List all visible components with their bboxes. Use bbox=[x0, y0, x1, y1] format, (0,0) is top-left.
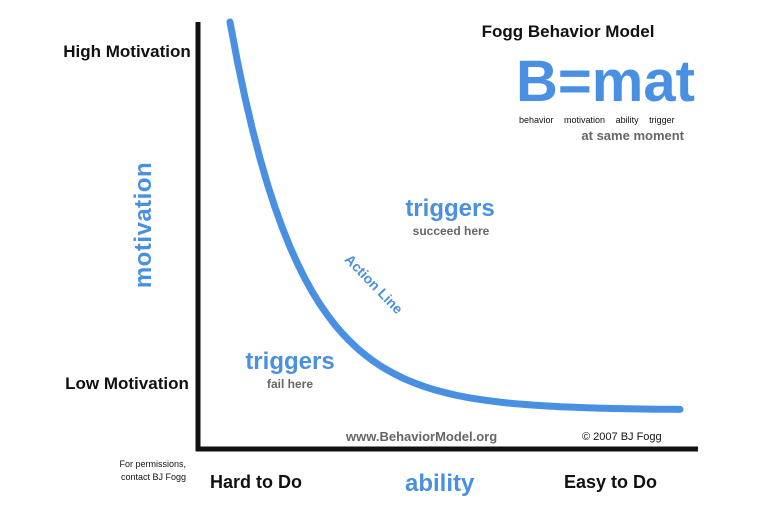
fail-region-sublabel: fail here bbox=[266, 377, 314, 391]
x-axis-low-label: Hard to Do bbox=[210, 472, 302, 492]
legend-ability: ability bbox=[615, 115, 639, 125]
formula-legend: behavior motivation ability trigger bbox=[519, 115, 683, 125]
y-axis-high-label: High Motivation bbox=[63, 42, 191, 61]
formula-note: at same moment bbox=[581, 128, 684, 143]
diagram-title: Fogg Behavior Model bbox=[481, 22, 655, 41]
website-text: www.BehaviorModel.org bbox=[346, 429, 498, 444]
success-region-label: triggers bbox=[405, 195, 495, 222]
legend-behavior: behavior bbox=[519, 115, 554, 125]
copyright-text: © 2007 BJ Fogg bbox=[582, 431, 662, 443]
fail-region-label: triggers bbox=[245, 348, 335, 375]
x-axis-title: ability bbox=[405, 470, 475, 497]
y-axis-low-label: Low Motivation bbox=[65, 374, 189, 393]
permissions-note: For permissions, contact BJ Fogg bbox=[119, 459, 186, 482]
success-region-sublabel: succeed here bbox=[412, 224, 490, 238]
x-axis-high-label: Easy to Do bbox=[564, 472, 658, 492]
formula: B=mat bbox=[516, 49, 695, 114]
legend-trigger: trigger bbox=[649, 115, 675, 125]
y-axis-title: motivation bbox=[130, 161, 157, 289]
action-line-curve bbox=[226, 18, 684, 413]
legend-motivation: motivation bbox=[564, 115, 606, 125]
